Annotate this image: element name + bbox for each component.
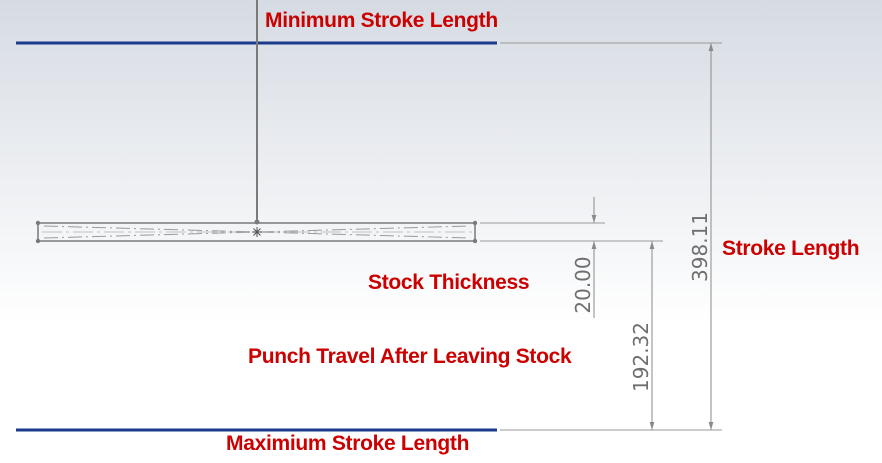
stock-thickness-dimension-value[interactable]: 20.00 — [571, 256, 595, 313]
punch-travel-dimension-value[interactable]: 192.32 — [629, 322, 653, 392]
stock-center-mark — [252, 227, 262, 237]
punch-travel-label: Punch Travel After Leaving Stock — [248, 345, 572, 368]
stock-rectangle[interactable] — [35, 220, 478, 244]
stock-thickness-label: Stock Thickness — [368, 271, 530, 294]
stroke-length-label: Stroke Length — [722, 237, 860, 260]
extension-lines — [480, 42, 722, 431]
minimum-stroke-length-label: Minimum Stroke Length — [265, 9, 498, 32]
maximum-stroke-length-label: Maximium Stroke Length — [226, 432, 470, 455]
stroke-length-dimension-value[interactable]: 398.11 — [688, 212, 712, 282]
